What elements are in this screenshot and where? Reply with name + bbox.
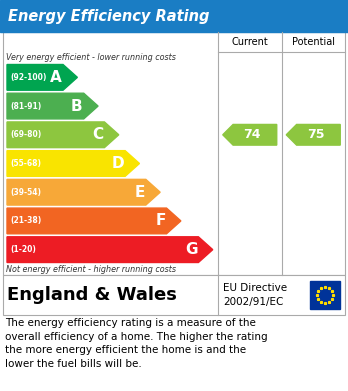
Text: Not energy efficient - higher running costs: Not energy efficient - higher running co… [6,265,176,274]
Text: G: G [185,242,197,257]
Polygon shape [286,124,340,145]
Text: (92-100): (92-100) [10,73,46,82]
Text: 75: 75 [307,128,325,141]
Text: (55-68): (55-68) [10,159,41,168]
Text: (39-54): (39-54) [10,188,41,197]
Text: The energy efficiency rating is a measure of the
overall efficiency of a home. T: The energy efficiency rating is a measur… [5,318,268,369]
Text: C: C [92,127,103,142]
Polygon shape [223,124,277,145]
Polygon shape [7,237,213,262]
Bar [3,32,345,275]
Text: B: B [71,99,83,113]
Text: Energy Efficiency Rating: Energy Efficiency Rating [8,9,209,23]
Text: EU Directive
2002/91/EC: EU Directive 2002/91/EC [223,283,287,307]
Polygon shape [7,65,77,90]
Text: E: E [134,185,145,200]
Polygon shape [7,122,119,148]
Text: D: D [111,156,124,171]
Text: (1-20): (1-20) [10,245,36,254]
Polygon shape [7,151,140,176]
Text: Current: Current [231,37,268,47]
Text: Potential: Potential [292,37,335,47]
Text: England & Wales: England & Wales [7,286,177,304]
Text: A: A [50,70,62,85]
Bar [3,275,345,315]
Polygon shape [7,208,181,234]
Polygon shape [7,93,98,119]
Text: Very energy efficient - lower running costs: Very energy efficient - lower running co… [6,53,176,62]
Text: (81-91): (81-91) [10,102,41,111]
Text: F: F [155,213,166,228]
Polygon shape [7,179,160,205]
Text: (21-38): (21-38) [10,217,41,226]
Text: (69-80): (69-80) [10,130,41,139]
Bar [0,0,348,32]
Text: 74: 74 [244,128,261,141]
Bar [310,281,340,309]
